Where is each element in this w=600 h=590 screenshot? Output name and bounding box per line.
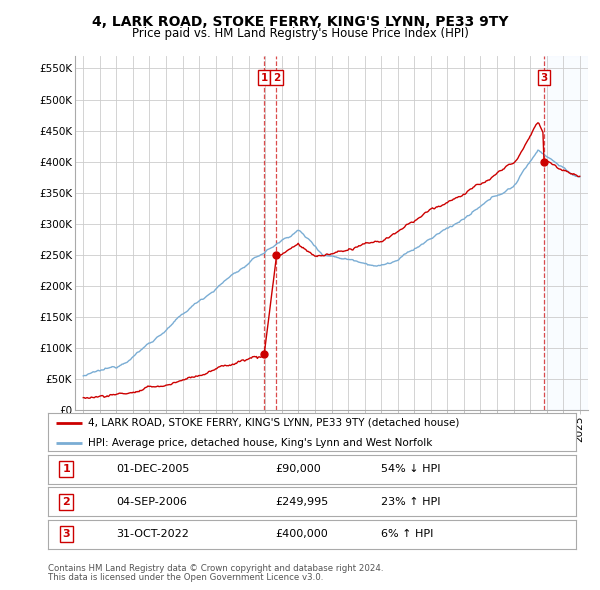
Text: 31-OCT-2022: 31-OCT-2022 [116,529,190,539]
Text: £90,000: £90,000 [275,464,321,474]
Text: 54% ↓ HPI: 54% ↓ HPI [380,464,440,474]
Text: 4, LARK ROAD, STOKE FERRY, KING'S LYNN, PE33 9TY (detached house): 4, LARK ROAD, STOKE FERRY, KING'S LYNN, … [88,418,459,428]
Text: 23% ↑ HPI: 23% ↑ HPI [380,497,440,507]
Text: Contains HM Land Registry data © Crown copyright and database right 2024.: Contains HM Land Registry data © Crown c… [48,564,383,573]
Text: HPI: Average price, detached house, King's Lynn and West Norfolk: HPI: Average price, detached house, King… [88,438,432,448]
Text: Price paid vs. HM Land Registry's House Price Index (HPI): Price paid vs. HM Land Registry's House … [131,27,469,40]
Text: 1: 1 [260,73,268,83]
Text: 2: 2 [62,497,70,507]
Text: 3: 3 [62,529,70,539]
Bar [544,56,588,410]
Text: 01-DEC-2005: 01-DEC-2005 [116,464,190,474]
Text: 4, LARK ROAD, STOKE FERRY, KING'S LYNN, PE33 9TY: 4, LARK ROAD, STOKE FERRY, KING'S LYNN, … [92,15,508,29]
Text: £400,000: £400,000 [275,529,328,539]
Text: 04-SEP-2006: 04-SEP-2006 [116,497,188,507]
Text: 1: 1 [62,464,70,474]
Text: 6% ↑ HPI: 6% ↑ HPI [380,529,433,539]
Text: This data is licensed under the Open Government Licence v3.0.: This data is licensed under the Open Gov… [48,573,323,582]
Text: £249,995: £249,995 [275,497,328,507]
Text: 3: 3 [540,73,547,83]
Text: 2: 2 [273,73,280,83]
